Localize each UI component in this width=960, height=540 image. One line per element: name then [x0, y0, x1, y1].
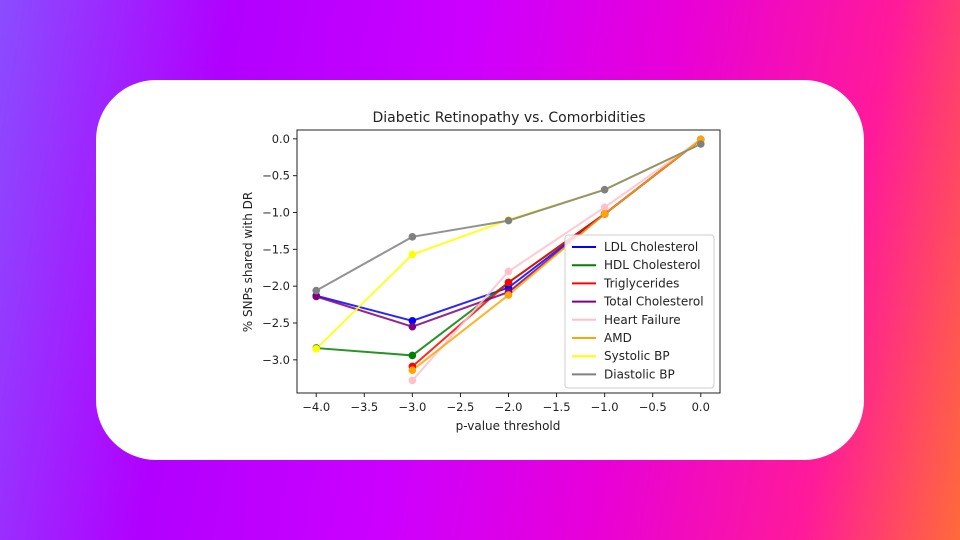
plot-frame [296, 129, 721, 394]
y-tick-label: −3.0 [262, 353, 290, 367]
data-point-amd [408, 366, 417, 374]
data-point-diastolic-bp [696, 140, 705, 148]
x-tick-label: −3.0 [398, 400, 426, 414]
data-point-diastolic-bp [408, 233, 417, 241]
y-tick-label: −2.0 [262, 279, 290, 293]
axis-ticks: −4.0 −3.5 −3.0 −2.5 −2.0 −1.5 −1.0 −0.5 0.0 0.0 −0… [262, 132, 710, 414]
chart-title: Diabetic Retinopathy vs. Comorbidities [373, 110, 646, 126]
chart-card [96, 80, 864, 460]
x-tick-label: −4.0 [302, 400, 330, 414]
data-point-diastolic-bp [504, 216, 513, 225]
data-point-diastolic-bp [600, 185, 609, 194]
series-line-heart-failure [411, 138, 702, 382]
data-point-hdl-cholesterol [408, 351, 417, 360]
data-point-ldl-cholesterol [408, 317, 417, 325]
x-tick-label: −2.0 [495, 400, 523, 414]
legend-label: LDL Cholesterol [604, 240, 698, 254]
legend-label: Diastolic BP [604, 367, 675, 381]
y-tick-label: −0.5 [262, 169, 290, 183]
legend-label: HDL Cholesterol [604, 258, 701, 272]
legend-label: AMD [604, 331, 632, 345]
y-tick-label: −2.5 [262, 316, 290, 330]
data-point-total-cholesterol [408, 322, 417, 331]
data-point-amd [600, 210, 609, 218]
series-points [312, 135, 705, 385]
legend-label: Heart Failure [604, 313, 681, 327]
data-point-diastolic-bp [312, 286, 321, 295]
data-point-triglycerides [504, 278, 513, 287]
data-point-total-cholesterol [312, 292, 321, 301]
x-tick-label: 0.0 [692, 400, 710, 414]
series-line-amd [411, 138, 702, 371]
x-tick-label: −3.5 [350, 400, 378, 414]
data-point-systolic-bp [408, 250, 417, 259]
data-point-amd [504, 291, 513, 299]
legend: LDL Cholesterol HDL Cholesterol Triglyceri… [564, 234, 715, 389]
x-axis-label: p-value threshold [456, 419, 561, 433]
legend-label: Systolic BP [604, 349, 670, 363]
legend-box [564, 234, 715, 389]
data-point-heart-failure [504, 267, 513, 276]
data-point-systolic-bp [312, 344, 321, 353]
x-tick-label: −2.5 [446, 400, 474, 414]
x-tick-label: −1.5 [543, 400, 571, 414]
legend-label: Total Cholesterol [603, 295, 704, 309]
data-point-heart-failure [408, 376, 417, 385]
y-axis-label: % SNPs shared with DR [241, 192, 255, 332]
y-tick-label: −1.0 [262, 206, 290, 220]
data-point-heart-failure [600, 203, 609, 212]
y-tick-label: 0.0 [272, 132, 290, 146]
x-tick-label: −0.5 [639, 400, 667, 414]
y-tick-label: −1.5 [262, 242, 290, 256]
x-tick-label: −1.0 [591, 400, 619, 414]
legend-label: Triglycerides [603, 276, 679, 290]
